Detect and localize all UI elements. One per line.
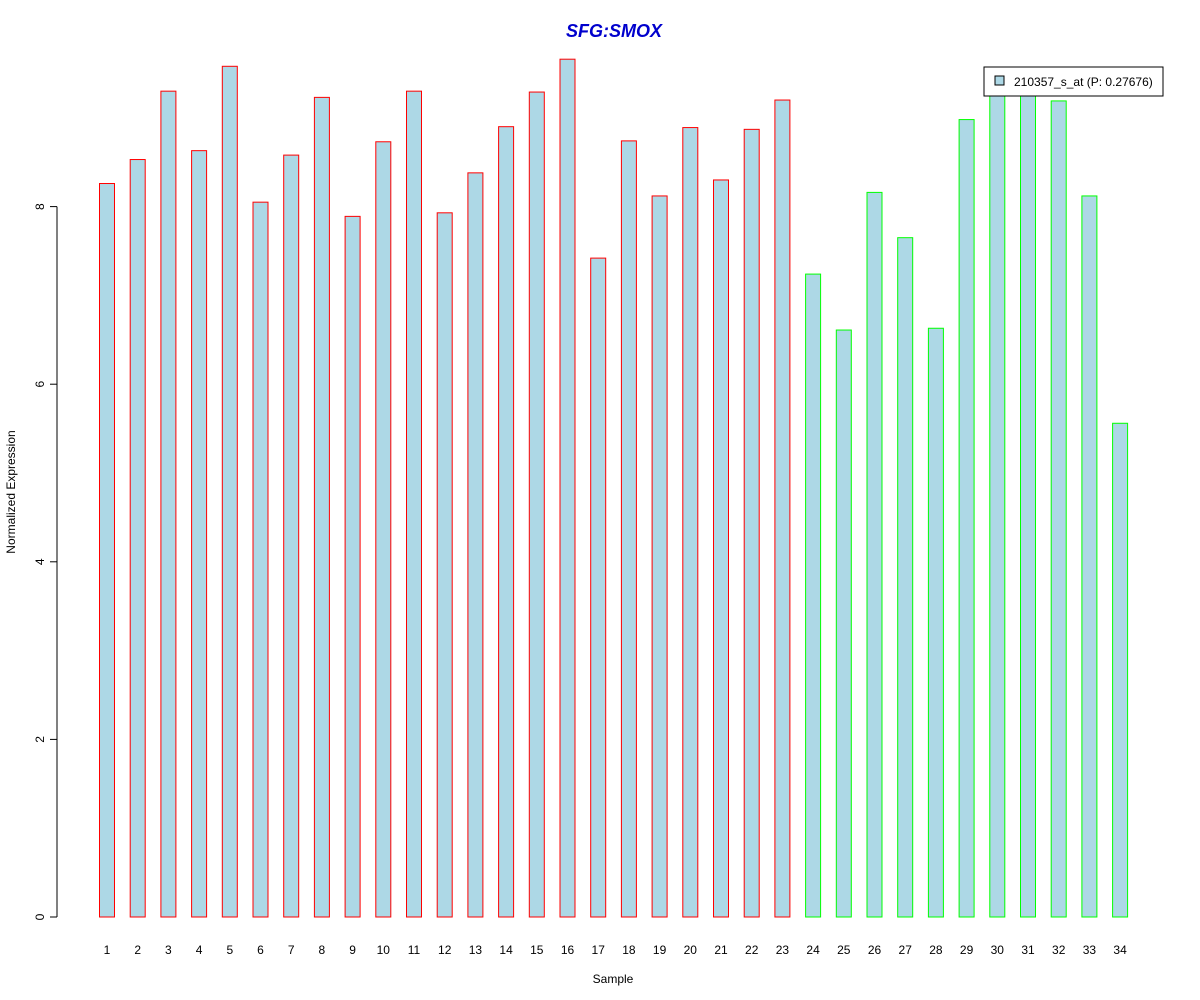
bar — [774, 99, 791, 918]
bar — [590, 257, 607, 918]
x-tick-label: 8 — [319, 943, 326, 957]
bar — [160, 90, 177, 918]
x-tick-label: 19 — [653, 943, 667, 957]
x-tick-label: 15 — [530, 943, 544, 957]
y-axis-label: Normalized Expression — [4, 430, 18, 553]
x-tick-label: 2 — [134, 943, 141, 957]
y-tick-label: 6 — [33, 381, 47, 388]
bar — [283, 154, 300, 918]
bar — [620, 140, 637, 918]
bar — [835, 329, 852, 918]
x-tick-label: 18 — [622, 943, 636, 957]
bars-group — [99, 58, 1129, 918]
bar — [651, 195, 668, 918]
x-tick-label: 9 — [349, 943, 356, 957]
y-axis: 0 2 4 6 8 — [33, 203, 58, 920]
x-tick-labels: 1 2 3 4 5 6 7 8 9 10 11 12 13 14 15 16 17 18 19 20 21 22 23 24 2… — [104, 943, 1127, 957]
bar — [682, 127, 699, 918]
x-tick-label: 10 — [377, 943, 391, 957]
x-tick-label: 1 — [104, 943, 111, 957]
bar — [927, 327, 944, 918]
x-tick-label: 23 — [776, 943, 790, 957]
y-tick-label: 0 — [33, 913, 47, 920]
bar — [191, 150, 208, 918]
x-tick-label: 32 — [1052, 943, 1066, 957]
legend: 210357_s_at (P: 0.27676) — [983, 66, 1164, 97]
bar — [467, 172, 484, 918]
bar — [559, 58, 576, 918]
bar — [713, 179, 729, 918]
bar — [221, 65, 238, 918]
bar — [1020, 92, 1036, 918]
bar — [528, 91, 545, 918]
bar — [129, 159, 146, 918]
legend-label: 210357_s_at (P: 0.27676) — [1014, 75, 1153, 89]
x-tick-label: 28 — [929, 943, 943, 957]
x-tick-label: 34 — [1113, 943, 1127, 957]
bar — [436, 212, 453, 918]
bar — [344, 215, 361, 918]
bar — [498, 126, 515, 918]
x-tick-label: 14 — [499, 943, 513, 957]
legend-box — [983, 66, 1164, 97]
x-tick-label: 3 — [165, 943, 172, 957]
bar — [805, 273, 822, 918]
bar — [1050, 100, 1067, 918]
chart-title: SFG:SMOX — [566, 21, 663, 41]
bar — [252, 201, 269, 918]
y-tick-label: 4 — [33, 558, 47, 565]
bar — [989, 94, 1006, 918]
x-tick-label: 16 — [561, 943, 575, 957]
x-tick-label: 12 — [438, 943, 452, 957]
bar — [958, 119, 975, 918]
bar — [99, 183, 115, 918]
x-tick-label: 5 — [226, 943, 233, 957]
legend-swatch — [994, 75, 1005, 86]
bar — [1081, 195, 1098, 918]
x-tick-label: 31 — [1021, 943, 1035, 957]
x-tick-label: 7 — [288, 943, 295, 957]
x-tick-label: 17 — [592, 943, 606, 957]
bar — [406, 90, 422, 918]
x-tick-label: 29 — [960, 943, 974, 957]
x-tick-label: 24 — [806, 943, 820, 957]
x-tick-label: 13 — [469, 943, 483, 957]
bar — [375, 141, 392, 918]
x-tick-label: 33 — [1083, 943, 1097, 957]
x-tick-label: 6 — [257, 943, 264, 957]
x-tick-label: 11 — [408, 943, 421, 957]
x-tick-label: 27 — [899, 943, 913, 957]
x-tick-label: 22 — [745, 943, 759, 957]
x-tick-label: 30 — [991, 943, 1005, 957]
x-tick-label: 25 — [837, 943, 851, 957]
x-tick-label: 20 — [684, 943, 698, 957]
bar — [313, 96, 330, 918]
y-tick-label: 2 — [33, 736, 47, 743]
bar — [1112, 422, 1129, 918]
x-axis-label: Sample — [593, 972, 634, 986]
bar — [897, 237, 914, 918]
x-tick-label: 26 — [868, 943, 882, 957]
bar — [743, 128, 760, 918]
x-tick-label: 21 — [714, 943, 728, 957]
bar — [866, 191, 883, 918]
x-tick-label: 4 — [196, 943, 203, 957]
y-tick-label: 8 — [33, 203, 47, 210]
